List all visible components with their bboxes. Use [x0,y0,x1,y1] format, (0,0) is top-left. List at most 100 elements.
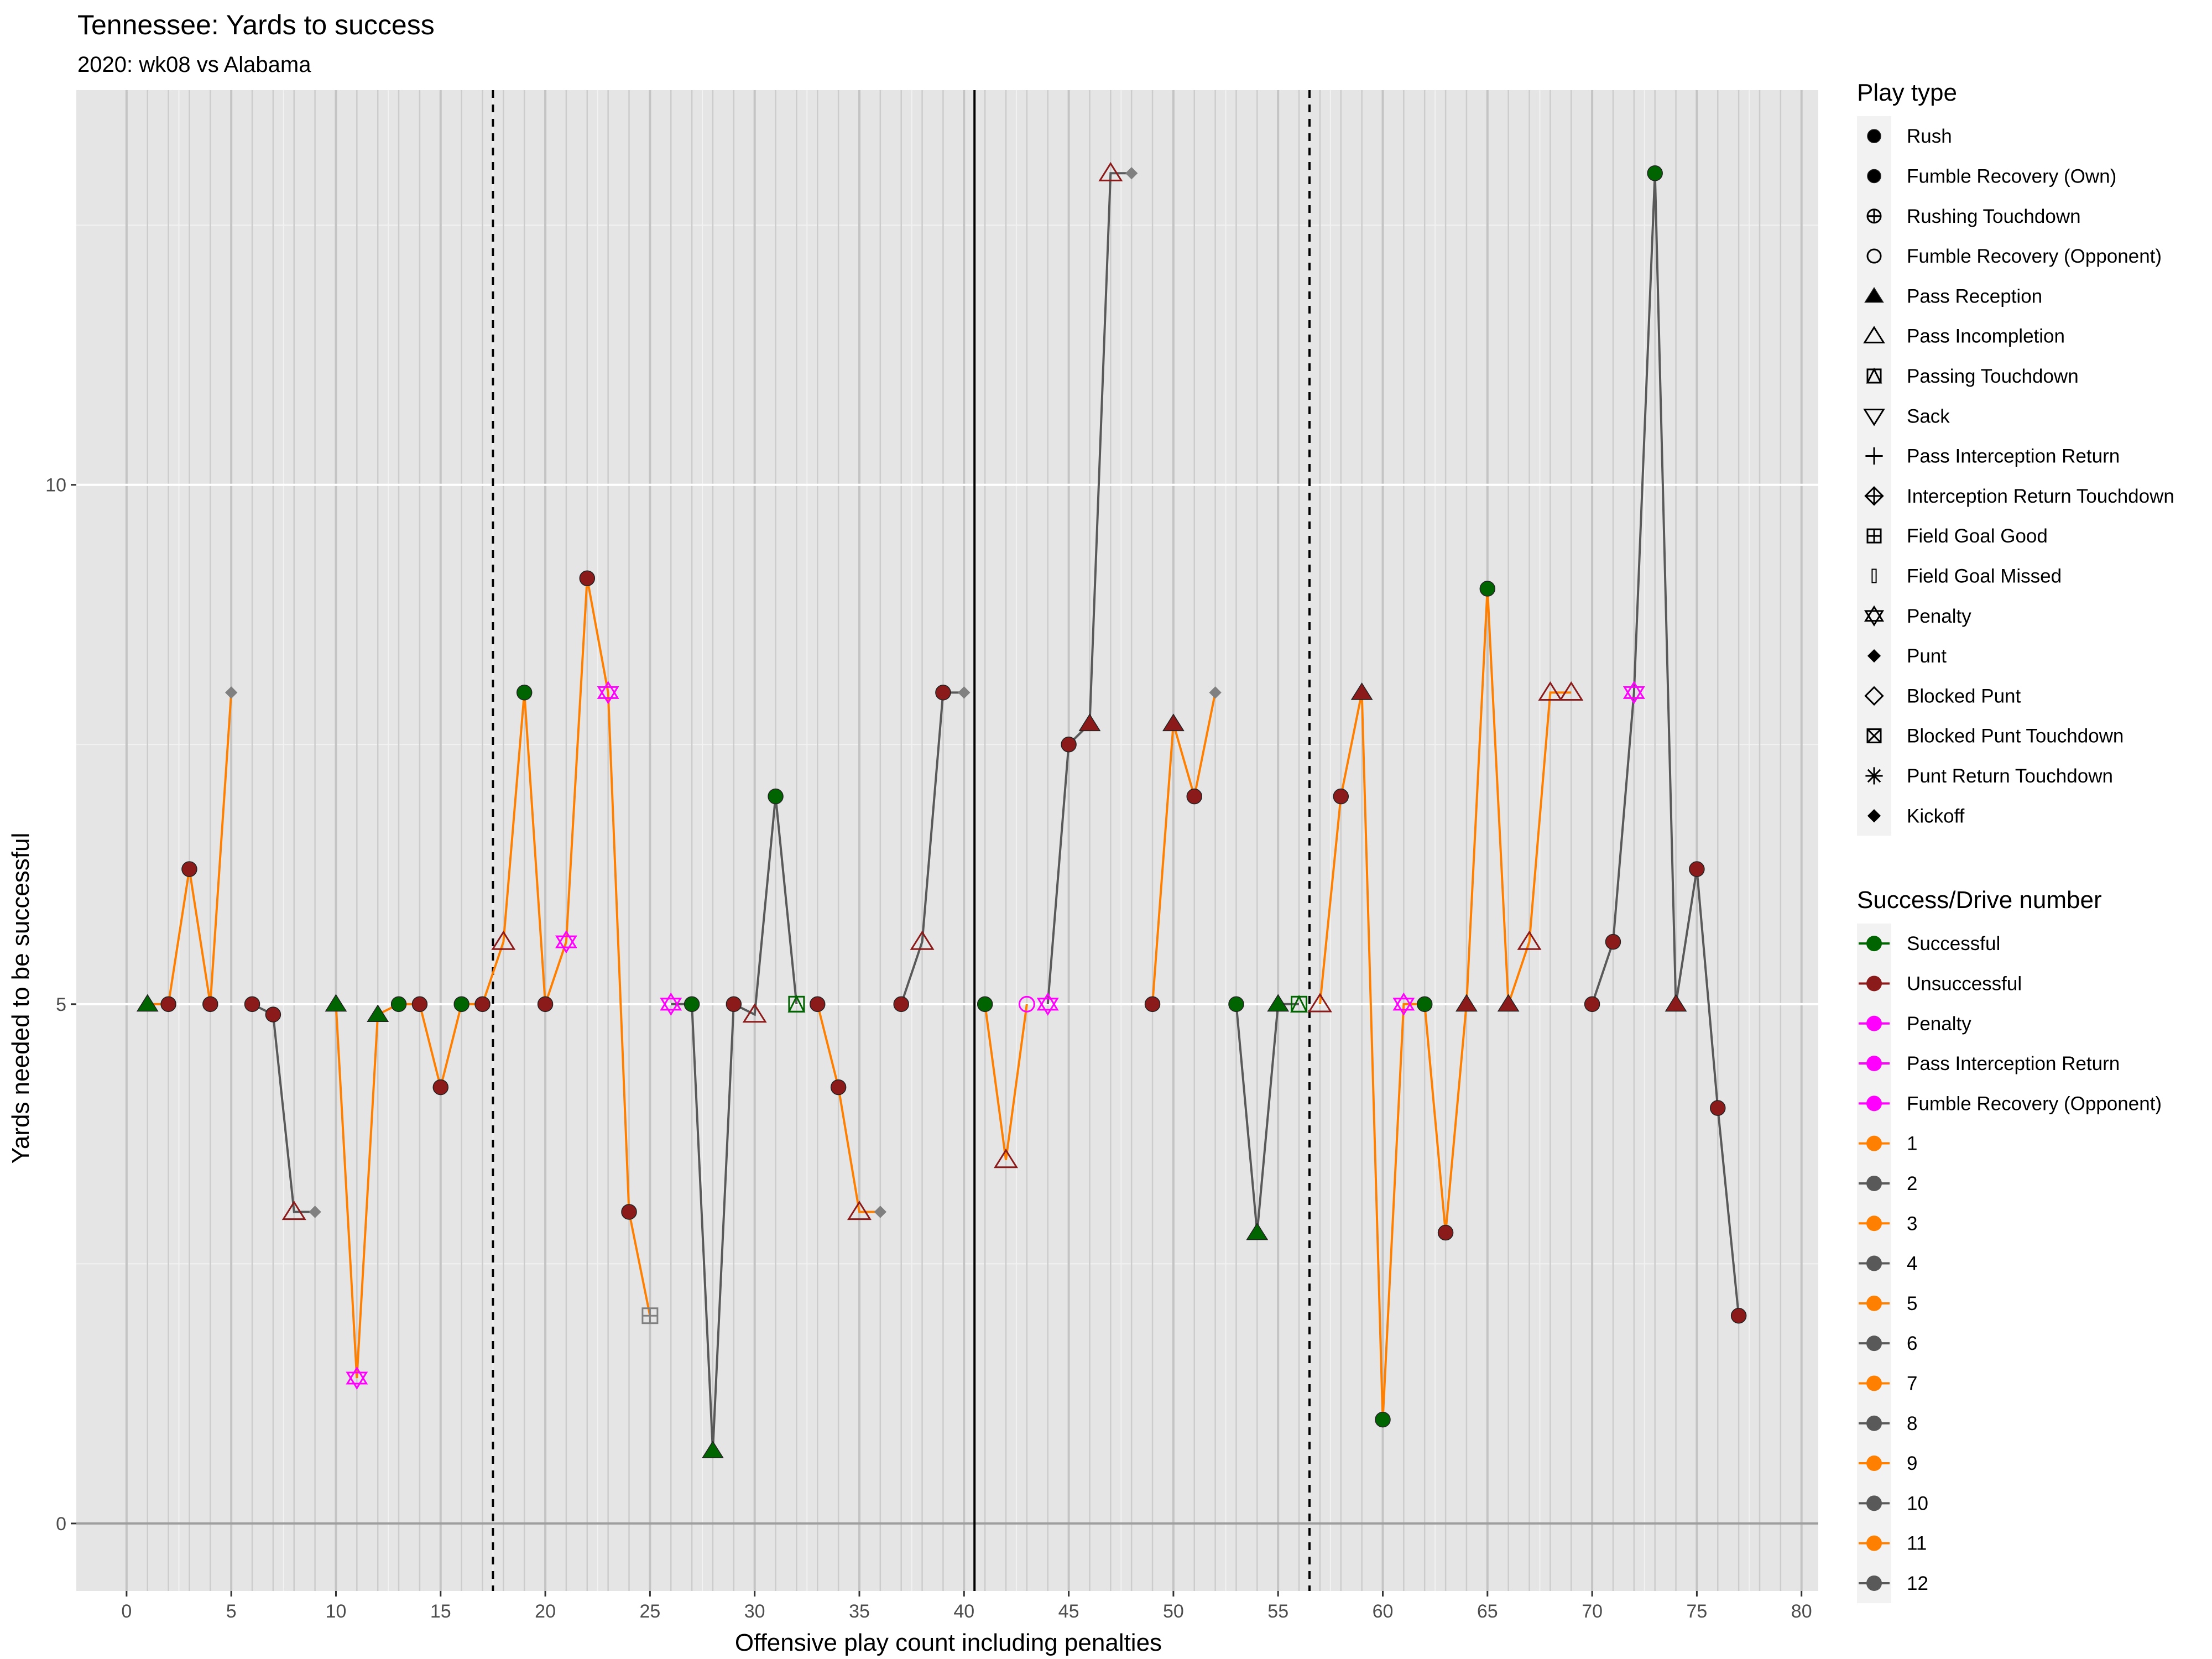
legend-success-drive-label: 3 [1907,1213,1917,1234]
play-point [935,685,951,701]
play-point [474,996,491,1013]
legend-success-drive-label: 5 [1907,1293,1917,1314]
legend-success-drive-label: Unsuccessful [1907,973,2022,994]
legend-key-diamond_open [1864,686,1884,706]
legend-success-drive-label: Penalty [1907,1013,1971,1035]
play-point [1623,681,1645,705]
drive-9-line [1151,692,1217,1004]
x-tick-label: 70 [1582,1601,1603,1622]
legend-key-triangle_down_open [1863,409,1885,426]
play-point [1209,686,1222,699]
play-point [874,1206,887,1218]
play-point [1144,996,1161,1013]
legend-key-asterisk [1865,767,1883,785]
x-tick-label: 0 [121,1601,132,1622]
play-point [160,996,176,1013]
play-point [847,1201,872,1220]
play-point [244,996,260,1013]
legend-key-dot [1866,975,1882,992]
play-point [1730,1308,1747,1324]
legend-play-type-label: Pass Interception Return [1907,446,2120,467]
drive-3-line [335,578,651,1379]
play-point [1267,994,1290,1012]
play-point [1290,994,1308,1013]
play-point [1186,788,1203,805]
play-point [1605,933,1621,950]
legend-success-drive-label: Fumble Recovery (Opponent) [1907,1093,2162,1114]
legend-play-type-label: Field Goal Missed [1907,565,2062,587]
x-tick-label: 65 [1477,1601,1498,1622]
legend-key-thin_rect [1871,568,1877,583]
legend-key-dot [1866,1495,1882,1511]
play-point [411,996,428,1013]
panel-background [76,90,1818,1591]
play-point [1710,1100,1726,1116]
legend-key-dot [1866,936,1882,952]
x-tick-label: 60 [1373,1601,1394,1622]
play-point [1307,993,1332,1013]
play-point [1350,682,1373,700]
legend-key-square_triangle [1866,367,1882,384]
legend-key-dot [1866,1375,1882,1391]
legend-key-square_plus [1866,528,1882,544]
drive-2-line [252,1003,315,1213]
legend-key-dot [1866,1175,1882,1191]
legend-play-type-label: Sack [1907,405,1950,427]
play-point [346,1366,368,1390]
play-point [1018,995,1035,1013]
play-point [1416,996,1433,1013]
play-point [1078,713,1101,732]
legend-play-type-label: Penalty [1907,606,1971,627]
legend-key-diamond_filled [1867,649,1881,663]
play-point [621,1204,637,1220]
x-tick-label: 10 [326,1601,347,1622]
x-tick-label: 25 [639,1601,660,1622]
play-point [993,1149,1019,1168]
legend-play-type-label: Fumble Recovery (Own) [1907,165,2116,187]
play-point [265,1006,281,1022]
play-point [1517,930,1542,950]
play-point [579,570,596,587]
y-tick-label: 0 [56,1514,66,1535]
legend-success-drive-label: 12 [1907,1573,1928,1594]
legend-success-drive-label: 11 [1907,1533,1927,1554]
legend-play-type-label: Punt [1907,645,1947,667]
legend-key-triangle_filled [1864,286,1884,303]
plot-panel [76,90,1818,1591]
play-point [1665,994,1687,1012]
play-point [977,996,993,1013]
legend-play-type: Play type Rush Fumble Recovery (Own) Rushi… [1857,79,2174,836]
legend-key-dot [1866,1015,1882,1031]
legend-key-dot [1866,1095,1882,1112]
play-point [958,686,971,699]
legend-key-dot [1866,1415,1882,1431]
legend-play-type-label: Kickoff [1907,805,1965,827]
drive-12-line [1591,173,1740,1316]
play-point [597,681,619,705]
legend-key-dot [1866,1535,1882,1551]
y-tick-label: 10 [45,475,66,496]
legend-success-drive-label: 9 [1907,1453,1917,1474]
play-point [830,1079,847,1095]
chart-subtitle: 2020: wk08 vs Alabama [77,53,311,77]
legend-play-type-label: Rush [1907,126,1952,147]
drive-5-line [816,1004,880,1213]
play-point [555,930,577,954]
drive-6-line [900,691,964,1005]
play-point [225,686,238,699]
x-tick-label: 40 [953,1601,974,1622]
play-point [1098,161,1123,181]
legend-key-star_of_david [1864,605,1885,627]
play-point [1689,861,1705,877]
play-point [893,996,909,1013]
play-point [367,1004,389,1022]
legend-key-dot [1866,1335,1882,1352]
chart-title: Tennessee: Yards to success [77,9,435,40]
play-point [136,994,159,1012]
play-point [1392,992,1415,1016]
legend-key-diamond_plus [1864,486,1884,506]
play-point [281,1201,306,1220]
legend-play-type-label: Blocked Punt [1907,685,2021,707]
legend-key-dot [1866,1455,1882,1472]
play-point [1497,994,1520,1012]
